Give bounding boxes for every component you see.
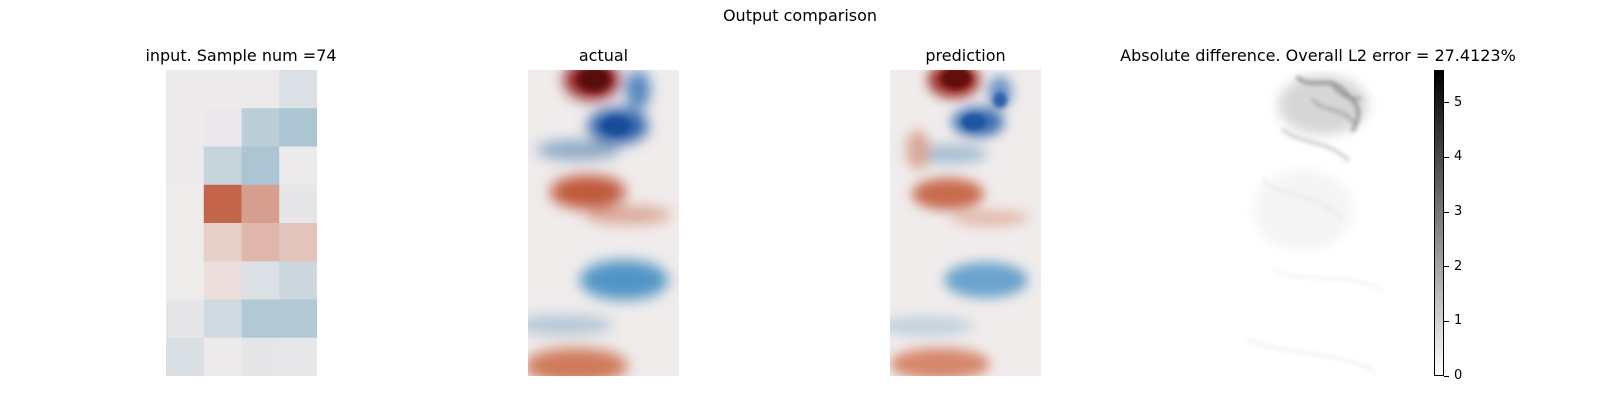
input-heatmap-svg	[166, 70, 317, 376]
input-heatmap	[166, 70, 317, 376]
input-cell	[166, 70, 205, 109]
prediction-blue-core-2	[993, 92, 1007, 108]
difference-streak-2	[1311, 98, 1357, 127]
input-cell	[279, 184, 317, 224]
actual-blue-arm	[626, 70, 650, 110]
actual-field-svg	[528, 70, 679, 376]
colorbar-tick-label: 1	[1454, 313, 1463, 329]
prediction-light-blue-band	[912, 144, 988, 164]
input-cell	[166, 108, 205, 147]
prediction-red-core	[941, 70, 971, 89]
input-cell	[279, 70, 317, 109]
prediction-field	[890, 70, 1041, 376]
colorbar-tick	[1444, 156, 1449, 158]
input-cell	[166, 146, 205, 186]
actual-red-tail	[584, 206, 672, 224]
difference-streak-3	[1281, 128, 1350, 162]
colorbar-tick-label: 2	[1454, 258, 1463, 274]
input-cell	[241, 184, 280, 224]
difference-streak-5	[1272, 269, 1384, 291]
colorbar-tick	[1444, 375, 1449, 377]
input-cell	[241, 299, 280, 339]
prediction-field-svg	[890, 70, 1041, 376]
input-cell	[203, 184, 242, 224]
input-panel-title: input. Sample num =74	[145, 46, 337, 65]
colorbar-tick	[1444, 211, 1449, 213]
input-cell	[241, 108, 280, 147]
difference-blob-mid	[1253, 170, 1353, 250]
input-cell	[279, 337, 317, 376]
input-cell	[203, 146, 242, 186]
input-cell	[279, 261, 317, 300]
actual-panel-title: actual	[578, 46, 629, 65]
input-cell	[166, 337, 205, 376]
input-cell	[203, 70, 242, 109]
input-cell	[203, 223, 242, 262]
colorbar-tick-label: 4	[1454, 149, 1463, 165]
input-cell	[241, 261, 280, 300]
input-cell	[166, 184, 205, 224]
input-cell	[241, 146, 280, 186]
actual-light-blue-band	[536, 140, 620, 160]
prediction-blue-vortex-low	[944, 262, 1028, 298]
difference-streak-6	[1247, 339, 1374, 371]
prediction-panel-title: prediction	[925, 46, 1006, 65]
actual-field	[528, 70, 679, 376]
prediction-red-vortex-mid	[912, 178, 984, 210]
colorbar-tick-label: 3	[1454, 204, 1463, 220]
input-cell	[203, 299, 242, 339]
difference-field	[1243, 70, 1394, 376]
prediction-blue-tail	[890, 316, 974, 336]
prediction-red-vortex-bottom	[890, 348, 990, 376]
actual-blue-vortex-low	[580, 260, 668, 300]
colorbar-tick	[1444, 102, 1449, 104]
actual-blue-core	[602, 117, 630, 135]
actual-red-core	[578, 70, 610, 91]
input-cell	[203, 108, 242, 147]
input-cell	[166, 261, 205, 300]
input-cell	[241, 223, 280, 262]
difference-panel-title: Absolute difference. Overall L2 error = …	[1120, 46, 1516, 65]
colorbar-tick	[1444, 266, 1449, 268]
input-cell	[166, 223, 205, 262]
input-cell	[241, 70, 280, 109]
colorbar-tick-label: 0	[1454, 368, 1463, 383]
actual-blue-tail	[528, 315, 614, 335]
prediction-red-edge	[906, 130, 930, 170]
input-cell	[241, 337, 280, 376]
input-cell	[203, 261, 242, 300]
input-cell	[279, 299, 317, 339]
difference-streak-1	[1296, 76, 1361, 132]
actual-red-vortex-mid	[550, 175, 626, 209]
input-cell	[279, 108, 317, 147]
difference-field-svg	[1243, 70, 1394, 376]
colorbar-tick	[1444, 320, 1449, 322]
input-cell	[279, 223, 317, 262]
input-cell	[203, 337, 242, 376]
difference-streak-7	[1330, 81, 1362, 100]
input-cell	[166, 299, 205, 339]
colorbar	[1434, 70, 1444, 376]
difference-streak-4	[1262, 179, 1344, 221]
figure-title: Output comparison	[722, 6, 878, 25]
actual-red-vortex-bottom	[528, 348, 628, 376]
prediction-red-tail	[950, 210, 1030, 226]
input-cell	[279, 146, 317, 186]
colorbar-tick-label: 5	[1454, 94, 1463, 110]
prediction-blue-core	[962, 114, 986, 130]
